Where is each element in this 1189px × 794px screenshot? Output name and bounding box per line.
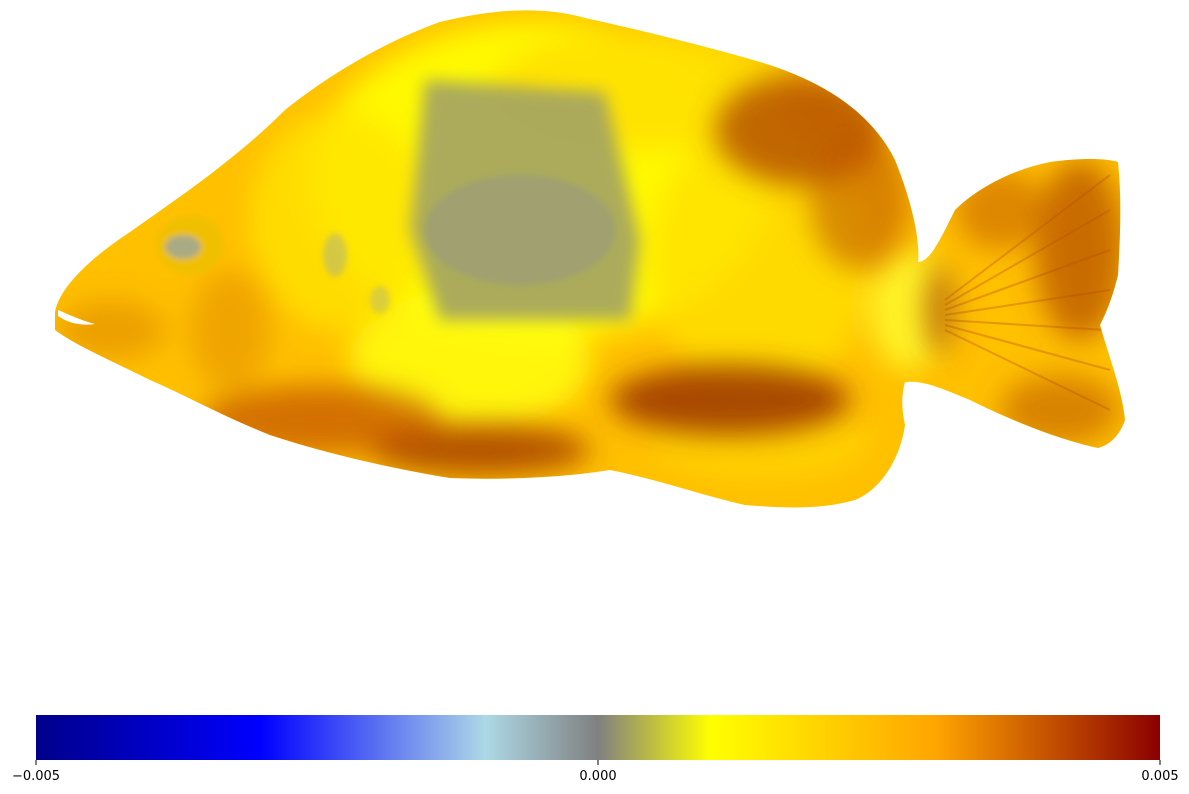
colorbar: −0.005 0.000 0.005 <box>12 715 1179 784</box>
fish-heatmap-image <box>55 10 1125 508</box>
colorbar-label-max: 0.005 <box>1141 769 1178 784</box>
colorbar-label-min: −0.005 <box>12 769 60 784</box>
colorbar-gradient <box>36 715 1160 760</box>
fish-mouth <box>58 310 95 325</box>
colorbar-label-mid: 0.000 <box>579 769 616 784</box>
